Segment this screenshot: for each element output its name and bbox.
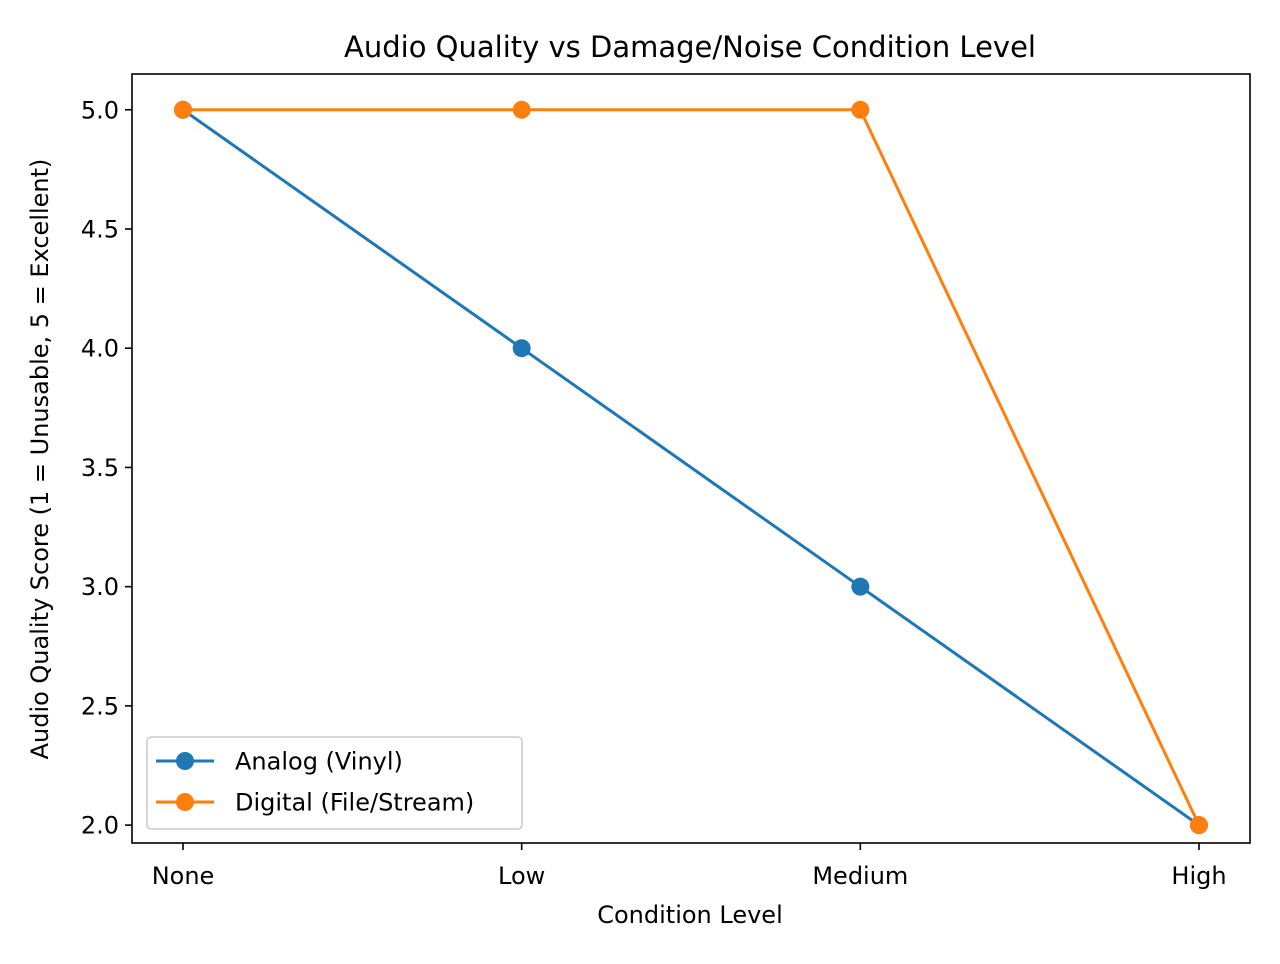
y-tick-label: 2.0 — [81, 812, 119, 840]
legend: Analog (Vinyl) Digital (File/Stream) — [146, 736, 523, 830]
x-tick-label: High — [1171, 862, 1226, 890]
data-point — [512, 339, 531, 358]
y-tick-label: 3.5 — [81, 454, 119, 482]
data-point — [512, 100, 531, 119]
data-point — [1190, 816, 1208, 835]
x-tick-label: None — [152, 862, 215, 890]
y-tick-label: 3.0 — [81, 573, 119, 601]
y-axis-label: Audio Quality Score (1 = Unusable, 5 = E… — [26, 159, 54, 760]
legend-marker — [176, 793, 194, 811]
y-tick-label: 4.5 — [81, 215, 119, 243]
x-tick-label: Low — [498, 862, 545, 890]
y-tick-label: 4.0 — [81, 335, 119, 363]
x-axis-label: Condition Level — [597, 901, 783, 929]
legend-label: Analog (Vinyl) — [235, 748, 403, 776]
chart-title: Audio Quality vs Damage/Noise Condition … — [344, 30, 1036, 64]
y-tick-label: 2.5 — [81, 692, 119, 720]
data-point — [174, 100, 192, 119]
data-point — [851, 100, 870, 119]
y-tick-label: 5.0 — [81, 96, 119, 124]
series-line — [181, 108, 1201, 828]
legend-box — [146, 736, 523, 830]
data-point — [851, 577, 870, 596]
legend-label: Digital (File/Stream) — [235, 789, 474, 817]
x-tick-label: Medium — [812, 862, 908, 890]
legend-marker — [176, 752, 194, 770]
plot-area: 2.0 2.5 3.0 3.5 4.0 4.5 5.0 None Low Medium High — [81, 73, 1251, 890]
series-line — [180, 107, 1202, 828]
axes-frame — [131, 73, 1251, 844]
